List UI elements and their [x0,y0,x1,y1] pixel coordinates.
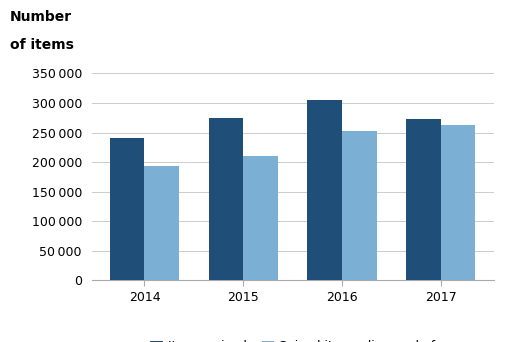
Text: of items: of items [10,38,74,52]
Bar [110,138,145,280]
Legend: Items seized, Seized items disposed of: Items seized, Seized items disposed of [145,335,440,342]
Bar [342,131,377,280]
Bar [243,156,278,280]
Bar [307,100,342,280]
Bar [209,118,243,280]
Bar [441,126,475,280]
Bar [145,166,179,280]
Text: Number: Number [10,10,72,24]
Bar [406,119,441,280]
